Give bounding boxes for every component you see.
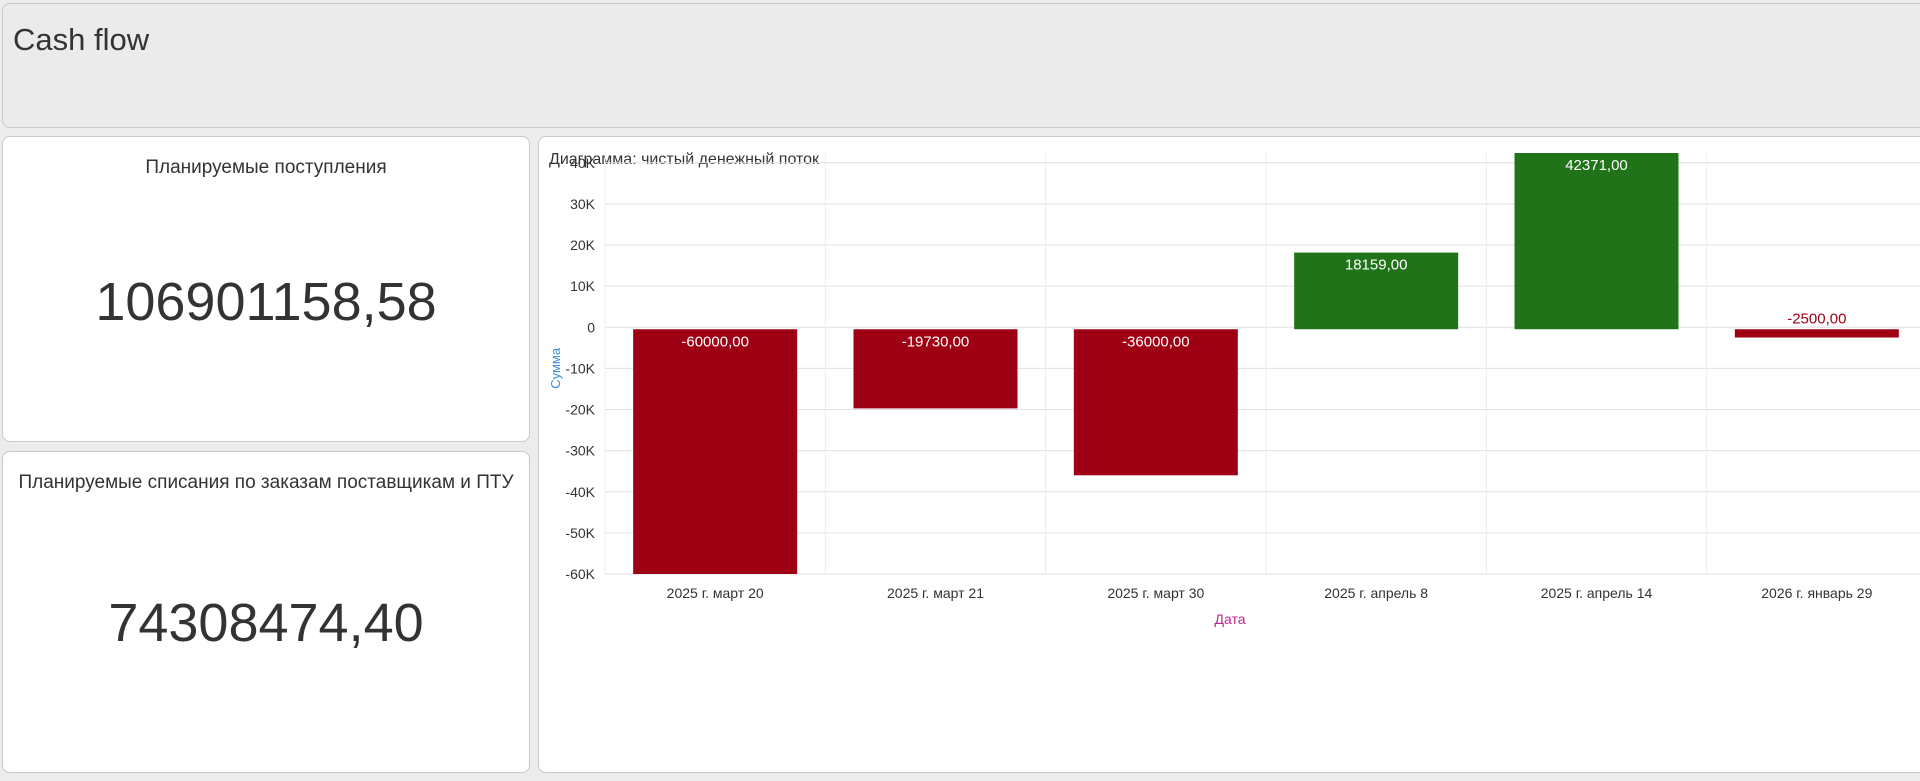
x-tick-label: 2025 г. март 20 [667,585,764,601]
y-tick-label: -10K [565,360,595,376]
bar-value-label: -19730,00 [902,333,970,350]
bar-value-label: -2500,00 [1787,310,1846,327]
y-tick-label: -40K [565,484,595,500]
bar [633,329,798,574]
bar-value-label: -36000,00 [1122,333,1190,350]
x-tick-label: 2025 г. апрель 8 [1324,585,1428,601]
net-cashflow-chart: 40K 30K 20K 10K 0 -10K -20K -30K -40K -50K -60K -60… [548,153,1920,627]
bar [1073,329,1238,476]
kpi-value: 74308474,40 [108,593,424,653]
y-tick-label: 40K [570,155,596,171]
chart-panel: Диаграмма: чистый денежный поток 40K 30K 2… [538,136,1920,773]
bar [1294,252,1459,330]
bar-value-label: 42371,00 [1565,157,1628,174]
header-panel: Cash flow [2,3,1920,128]
x-tick-label: 2025 г. март 30 [1107,585,1204,601]
x-tick-label: 2025 г. апрель 14 [1541,585,1653,601]
chart-title: Диаграмма: чистый денежный поток [549,151,820,168]
kpi-label: Планируемые поступления [145,157,387,178]
x-tick-label: 2026 г. январь 29 [1761,585,1872,601]
bar [853,329,1018,409]
bar [1734,329,1899,338]
kpi-planned-expenses: Планируемые списания по заказам поставщи… [2,451,530,773]
y-tick-label: -30K [565,443,595,459]
y-tick-label: -20K [565,402,595,418]
bar-value-label: -60000,00 [681,333,749,350]
kpi-label: Планируемые списания по заказам поставщи… [18,472,514,493]
kpi-value: 106901158,58 [95,272,437,332]
bar-value-label: 18159,00 [1345,257,1408,274]
y-tick-label: 10K [570,278,596,294]
kpi-planned-income: Планируемые поступления 106901158,58 [2,136,530,442]
y-tick-label: 30K [570,196,596,212]
page-title: Cash flow [13,22,150,57]
y-tick-label: 20K [570,237,596,253]
y-axis-label: Сумма [548,347,563,389]
x-axis-label: Дата [1214,611,1245,627]
x-tick-label: 2025 г. март 21 [887,585,984,601]
y-tick-label: -50K [565,525,595,541]
y-tick-label: 0 [587,319,595,335]
y-tick-label: -60K [565,566,595,582]
bar [1514,153,1679,330]
